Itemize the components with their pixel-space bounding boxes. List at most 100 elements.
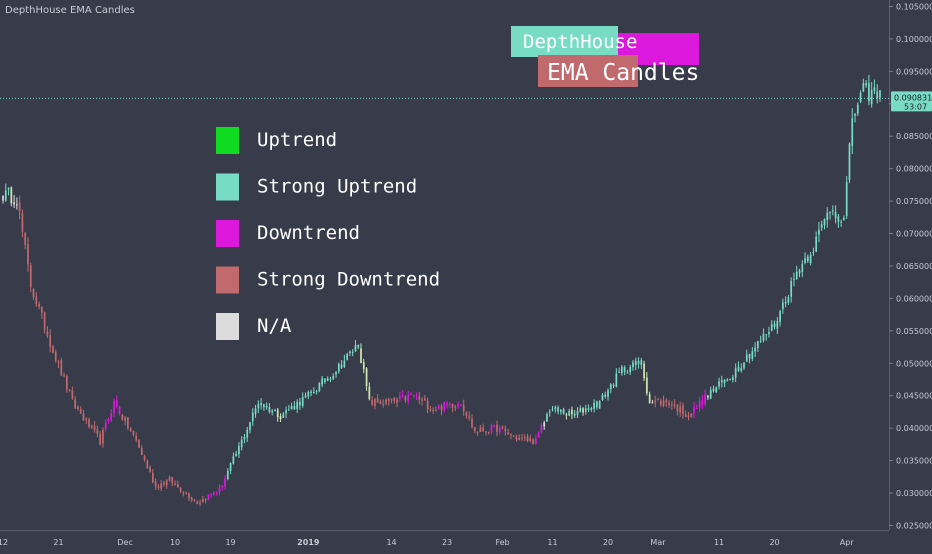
candle-body [410,394,412,396]
candle-body [16,204,18,206]
candle-body [562,409,565,415]
candle-body [568,410,571,416]
candle-body [57,361,60,363]
x-tick-label: 12 [0,538,8,547]
candle-body [346,353,348,360]
candle-body [468,416,471,418]
candle-body [437,405,440,409]
candle-body [465,412,468,416]
candle-body [543,422,546,427]
legend-label: Downtrend [257,222,360,244]
candle-body [68,390,71,392]
candle-body [240,439,243,448]
candle-body [301,397,304,406]
candle-body [457,404,460,407]
x-tick-label: Mar [650,538,666,547]
x-tick-label: 11 [547,538,557,547]
candle-body [440,406,443,411]
candle-body [293,406,296,410]
y-tick-label: 0.055000 [896,327,932,336]
candle-body [168,477,171,481]
candle-body [723,379,726,384]
y-tick-label: 0.070000 [896,230,932,239]
candle-body [593,402,596,409]
candle-body [773,323,776,327]
candle-body [10,187,13,204]
candle-body [324,378,326,382]
candle-body [246,429,249,438]
candle-body [596,401,598,408]
candle-body [121,414,124,420]
candle-body [865,83,867,86]
candle-body [559,409,562,412]
candle-body [204,499,207,501]
candle-body [201,499,204,503]
candle-body [504,428,507,432]
indicator-title: DepthHouse EMA Candles [5,5,135,16]
logo-line1: DepthHouse [523,31,637,53]
candle-body [496,424,498,432]
candle-body [312,391,315,393]
candle-body [102,430,104,444]
candle-body [371,399,373,405]
x-tick-label: Dec [117,538,132,547]
candle-body [132,431,135,435]
candle-body [609,384,612,390]
candle-body [318,382,321,391]
candle-body [310,391,312,394]
candle-body [46,331,49,336]
candle-body [601,394,604,400]
candle-body [218,487,221,493]
candle-body [759,340,762,342]
last-price-label: 0.090831 [894,93,932,102]
candle-body [65,376,68,390]
candle-body [654,400,657,403]
candle-body [862,83,865,92]
candle-body [729,378,731,380]
candle-body [648,394,651,404]
candle-body [124,417,126,421]
y-tick-label: 0.050000 [896,359,932,368]
candle-body [454,406,457,408]
candle-body [446,403,448,405]
candle-body [143,456,146,460]
candle-body [740,368,743,371]
candle-body [188,493,190,499]
candle-body [834,212,837,219]
candle-body [393,397,396,402]
candle-body [621,366,623,374]
candle-body [135,435,138,441]
candle-body [518,437,521,441]
candle-body [176,484,179,488]
candle-body [149,467,151,473]
x-tick-label: 20 [603,538,613,547]
candle-body [376,398,379,403]
x-tick-label: 2019 [297,538,320,547]
last-price-badge [891,91,932,112]
candle-body [651,401,654,403]
candle-body [77,406,79,409]
candle-body [818,229,820,235]
logo-block-strong-uptrend [511,26,618,57]
candles [2,74,881,507]
candle-body [640,360,643,366]
candle-body [632,362,634,368]
candle-body [826,212,829,220]
candle-body [32,289,35,298]
candle-body [798,270,801,274]
candle-body [182,491,185,494]
candle-body [695,407,698,409]
candle-body [24,233,27,245]
candle-body [276,409,279,418]
candle-body [579,408,582,412]
candle-body [235,453,237,457]
candle-body [243,436,246,440]
candle-body [429,409,432,411]
candle-body [820,224,823,229]
y-tick-label: 0.080000 [896,165,932,174]
candle-body [693,406,695,414]
candle-body [637,360,640,364]
candle-body [521,437,523,439]
